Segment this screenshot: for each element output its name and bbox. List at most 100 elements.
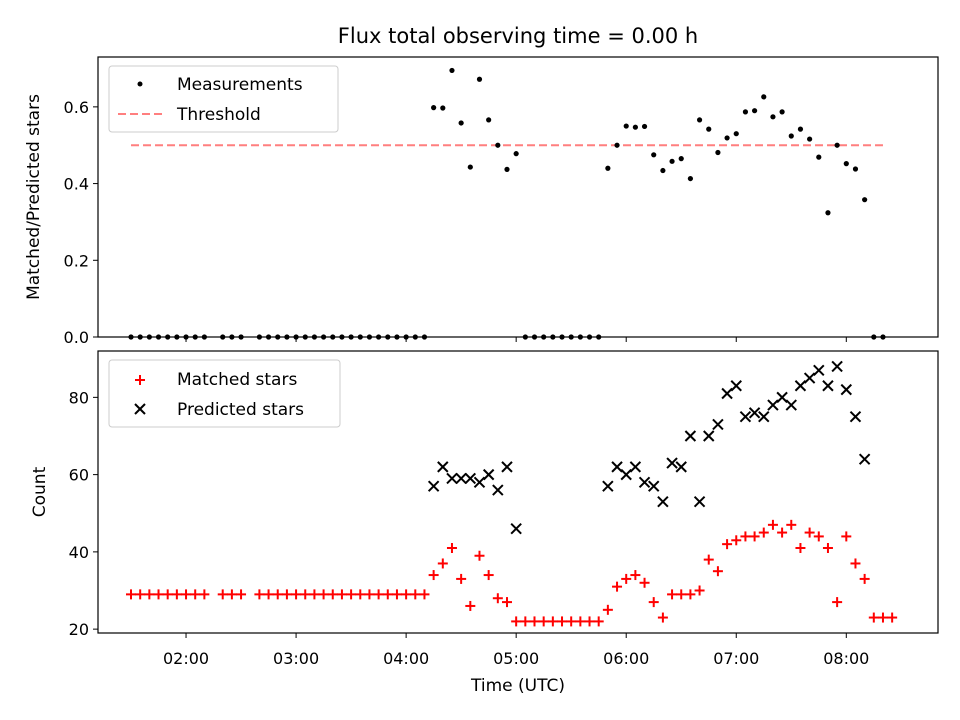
- predicted-star-point: [648, 480, 660, 492]
- predicted-star-point: [427, 480, 440, 492]
- predicted-star-x-b: [501, 461, 513, 473]
- measurement-point: [779, 109, 785, 115]
- matched-star-point: [373, 589, 384, 600]
- predicted-star-x-b: [849, 410, 862, 423]
- predicted-star-x-b: [446, 472, 458, 485]
- matched-star-point: [318, 589, 329, 600]
- matched-star-point: [795, 543, 806, 554]
- matched-star-point: [804, 527, 815, 538]
- matched-star-point: [547, 616, 558, 627]
- matched-star-point: [859, 573, 870, 584]
- top-y-tick-label: 0.2: [64, 251, 89, 270]
- top-legend-box: [108, 65, 339, 133]
- legend-measurements-label: Measurements: [177, 75, 303, 95]
- predicted-star-point: [501, 461, 513, 473]
- bottom-legend-box: [108, 359, 341, 428]
- predicted-star-point: [840, 383, 853, 396]
- predicted-star-point: [482, 468, 495, 481]
- top-y-tick-label: 0.4: [64, 175, 89, 194]
- measurement-point: [495, 142, 501, 148]
- matched-star-point: [557, 616, 568, 627]
- predicted-star-x-b: [730, 380, 742, 392]
- matched-star-point: [529, 616, 540, 627]
- predicted-star-point: [675, 461, 687, 473]
- matched-star-point: [226, 589, 237, 600]
- predicted-star-point: [721, 387, 733, 400]
- measurement-point: [614, 142, 620, 148]
- predicted-star-x-b: [427, 480, 440, 492]
- matched-star-point: [419, 589, 430, 600]
- predicted-star-x-b: [776, 391, 788, 404]
- matched-star-point: [813, 531, 824, 542]
- matched-star-point: [749, 531, 760, 542]
- matched-star-point: [621, 573, 632, 584]
- measurement-point: [742, 109, 749, 115]
- matched-star-point: [135, 589, 146, 600]
- predicted-star-x-b: [510, 522, 522, 535]
- predicted-star-x-b: [492, 484, 504, 496]
- predicted-star-point: [730, 380, 742, 392]
- matched-star-point: [868, 612, 879, 623]
- matched-star-point: [153, 589, 164, 600]
- predicted-star-point: [455, 472, 467, 485]
- matched-star-point: [446, 543, 457, 554]
- matched-star-point: [456, 573, 467, 584]
- predicted-star-point: [785, 399, 797, 411]
- predicted-star-point: [638, 476, 651, 489]
- measurement-point: [687, 175, 694, 182]
- matched-star-point: [171, 589, 182, 600]
- matched-star-point: [401, 589, 412, 600]
- measurement-point: [623, 123, 629, 129]
- predicted-star-x-b: [693, 495, 706, 508]
- bottom-plot-frame: [97, 350, 939, 634]
- matched-star-point: [217, 589, 228, 600]
- predicted-star-point: [657, 495, 669, 508]
- matched-star-point: [767, 519, 778, 530]
- measurement-point: [458, 120, 464, 126]
- predicted-star-x-b: [648, 480, 660, 492]
- predicted-star-point: [794, 380, 807, 392]
- predicted-star-x-b: [785, 399, 797, 411]
- measurement-point: [825, 210, 831, 216]
- measurement-point: [751, 108, 758, 114]
- measurement-point: [651, 152, 657, 158]
- predicted-star-point: [758, 410, 770, 423]
- matched-star-point: [236, 589, 247, 600]
- predicted-star-x-b: [602, 480, 614, 492]
- legend-matched-marker: [135, 375, 145, 385]
- predicted-star-x-b: [684, 430, 697, 442]
- predicted-star-x-b: [464, 472, 477, 485]
- matched-star-point: [162, 589, 173, 600]
- predicted-star-point: [666, 457, 678, 469]
- measurement-point: [715, 149, 721, 156]
- matched-star-point: [327, 589, 338, 600]
- matched-star-point: [190, 589, 201, 600]
- predicted-star-point: [620, 468, 632, 481]
- top-series-marks: [128, 67, 886, 340]
- predicted-star-point: [776, 391, 788, 404]
- predicted-star-point: [831, 360, 843, 373]
- matched-star-point: [722, 539, 733, 550]
- matched-star-point: [822, 543, 833, 554]
- measurement-point: [834, 142, 840, 148]
- matched-star-point: [492, 593, 503, 604]
- measurement-point: [678, 156, 684, 162]
- predicted-star-x-b: [813, 364, 825, 377]
- matched-star-point: [602, 604, 613, 615]
- matched-star-point: [346, 589, 357, 600]
- matched-star-point: [685, 589, 696, 600]
- measurement-point: [862, 197, 868, 203]
- matched-star-point: [520, 616, 531, 627]
- matched-star-point: [740, 531, 751, 542]
- measurement-point: [761, 94, 767, 100]
- measurement-point: [843, 161, 849, 167]
- predicted-star-x-b: [822, 380, 834, 392]
- matched-star-point: [593, 616, 604, 627]
- top-panel: 0.0 0.2 0.4 0.6 Matched/Predicted stars Mea…: [24, 56, 939, 347]
- top-y-axis-label: Matched/Predicted stars: [24, 94, 44, 300]
- predicted-star-point: [813, 364, 825, 377]
- predicted-star-point: [858, 453, 871, 465]
- top-y-tick-label: 0.0: [64, 328, 89, 347]
- matched-star-point: [144, 589, 155, 600]
